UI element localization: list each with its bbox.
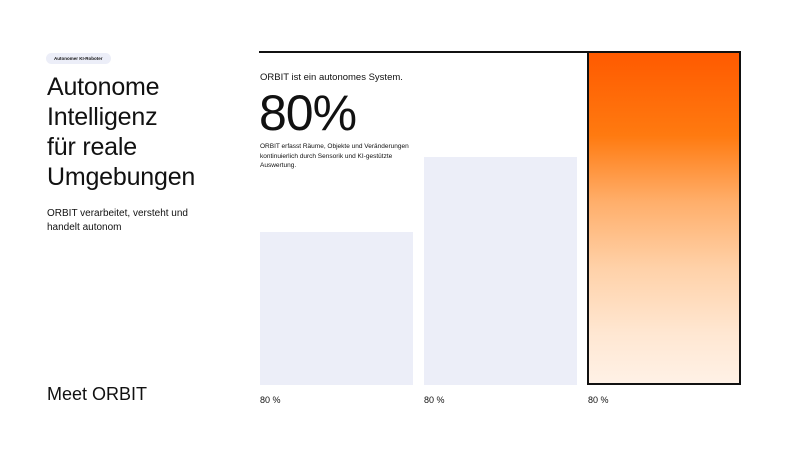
- bar-1: [260, 232, 413, 385]
- title-line: Autonome: [47, 73, 160, 101]
- bar-3-highlight: [587, 51, 741, 385]
- meet-orbit-link[interactable]: Meet ORBIT: [47, 384, 148, 404]
- hero-subtitle: ORBIT verarbeitet, versteht und handelt …: [47, 208, 188, 233]
- title-line: Intelligenz: [47, 103, 158, 131]
- bar-2: [424, 157, 577, 385]
- bar-3-label: 80 %: [588, 395, 609, 405]
- bar-1-label: 80 %: [260, 395, 281, 405]
- title-line: Umgebungen: [47, 163, 196, 191]
- category-badge: Autonomer KI-Roboter: [46, 53, 111, 64]
- stat-kicker: ORBIT ist ein autonomes System.: [260, 72, 403, 83]
- title-line: für reale: [47, 133, 137, 161]
- divider: [259, 51, 589, 53]
- hero-title: Autonome Intelligenz für reale Umgebunge…: [47, 72, 195, 192]
- stat-value: 80%: [259, 85, 357, 141]
- stat-description: ORBIT erfasst Räume, Objekte und Verände…: [260, 143, 409, 169]
- bar-2-label: 80 %: [424, 395, 445, 405]
